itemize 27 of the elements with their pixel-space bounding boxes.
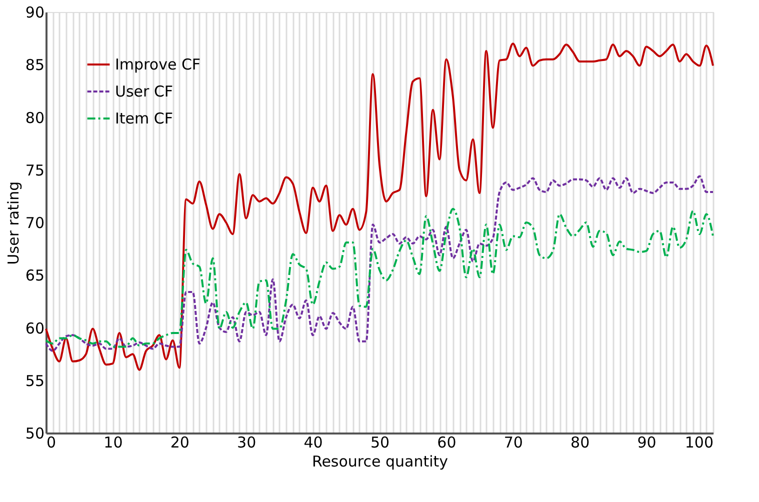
y-axis-title: User rating bbox=[4, 181, 22, 265]
y-tick-label: 85 bbox=[25, 56, 44, 74]
y-tick-label: 65 bbox=[25, 266, 44, 285]
y-tick-label: 90 bbox=[25, 4, 44, 22]
y-tick-label: 70 bbox=[25, 214, 44, 232]
line-series bbox=[45, 42, 714, 371]
x-axis-title: Resource quantity bbox=[312, 452, 448, 470]
x-tick-label: 0 bbox=[46, 434, 56, 452]
x-tick-label: 70 bbox=[504, 434, 523, 452]
y-tick-label: 55 bbox=[25, 372, 44, 390]
y-tick-label: 80 bbox=[25, 108, 44, 127]
x-tick-label: 60 bbox=[437, 434, 456, 452]
legend-label: Improve CF bbox=[115, 56, 201, 74]
y-tick-label: 75 bbox=[25, 161, 44, 180]
x-tick-label: 50 bbox=[370, 434, 390, 452]
x-tick-label: 20 bbox=[170, 434, 190, 452]
x-tick-label: 80 bbox=[570, 434, 590, 452]
x-tick-label: 10 bbox=[104, 434, 123, 452]
y-tick-label: 60 bbox=[25, 319, 44, 338]
legend-label: User CF bbox=[115, 82, 174, 100]
line-series bbox=[45, 208, 714, 348]
legend-label: Item CF bbox=[115, 110, 174, 128]
x-tick-label: 100 bbox=[684, 434, 714, 452]
x-tick-label: 30 bbox=[237, 434, 256, 452]
x-tick-label: 90 bbox=[637, 434, 656, 452]
line-series bbox=[45, 175, 714, 352]
x-tick-label: 40 bbox=[304, 434, 323, 452]
